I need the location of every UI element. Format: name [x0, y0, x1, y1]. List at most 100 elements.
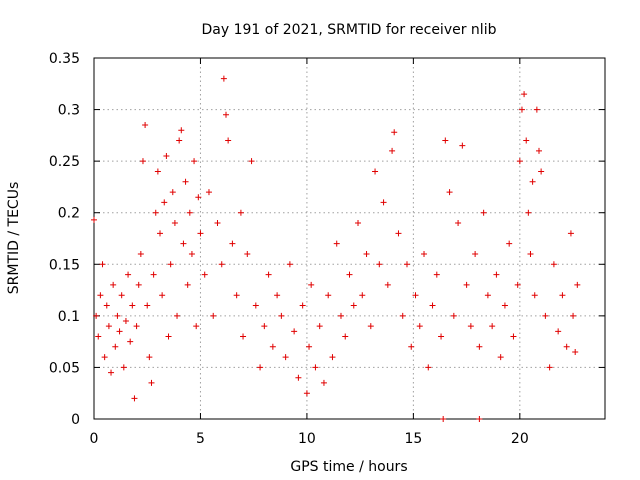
data-point — [389, 147, 396, 154]
data-point — [546, 364, 553, 371]
data-point — [103, 302, 110, 309]
data-point — [367, 323, 374, 330]
data-point — [538, 168, 545, 175]
data-point — [399, 312, 406, 319]
data-point — [131, 395, 138, 402]
x-tick-label: 15 — [404, 431, 422, 447]
data-point — [269, 343, 276, 350]
data-point — [574, 281, 581, 288]
data-point — [459, 142, 466, 149]
data-point — [433, 271, 440, 278]
data-point — [220, 75, 227, 82]
data-point — [91, 216, 97, 223]
data-point — [531, 292, 538, 299]
data-point — [167, 261, 174, 268]
x-tick-label: 10 — [298, 431, 316, 447]
data-point — [506, 240, 513, 247]
data-point — [572, 348, 579, 355]
data-point — [325, 292, 332, 299]
x-tick-label: 20 — [511, 431, 529, 447]
plot-frame — [93, 57, 606, 420]
data-point — [416, 323, 423, 330]
data-point — [120, 364, 127, 371]
data-point — [165, 333, 172, 340]
data-point — [467, 323, 474, 330]
data-point — [376, 261, 383, 268]
data-point — [355, 220, 362, 227]
data-point — [148, 379, 155, 386]
data-point — [493, 271, 500, 278]
data-point — [350, 302, 357, 309]
data-point — [144, 302, 151, 309]
y-tick-label: 0 — [71, 412, 80, 428]
data-point — [274, 292, 281, 299]
data-point — [122, 318, 129, 325]
data-point — [337, 312, 344, 319]
data-point — [197, 230, 204, 237]
data-point — [146, 354, 153, 361]
data-point — [476, 416, 483, 422]
data-point — [182, 178, 189, 185]
data-point — [533, 106, 540, 113]
y-tick-label: 0.15 — [49, 257, 80, 273]
data-point — [316, 323, 323, 330]
data-point — [535, 147, 542, 154]
data-point — [99, 261, 106, 268]
data-point — [137, 250, 144, 257]
data-point — [108, 369, 115, 376]
data-point — [150, 271, 157, 278]
data-point — [257, 364, 264, 371]
data-point — [174, 312, 181, 319]
data-point — [127, 338, 134, 345]
data-point — [403, 261, 410, 268]
data-point — [312, 364, 319, 371]
data-point — [240, 333, 247, 340]
y-tick-label: 0.3 — [58, 103, 80, 119]
data-point — [527, 250, 534, 257]
y-tick-label: 0.1 — [58, 309, 80, 325]
data-point — [225, 137, 232, 144]
data-point — [518, 106, 525, 113]
data-point — [342, 333, 349, 340]
data-point — [412, 292, 419, 299]
data-point — [233, 292, 240, 299]
y-tick-label: 0.25 — [49, 154, 80, 170]
data-point — [421, 250, 428, 257]
data-point — [169, 189, 176, 196]
data-point — [450, 312, 457, 319]
data-point — [320, 379, 327, 386]
data-point — [163, 152, 170, 159]
data-point — [193, 323, 200, 330]
data-point — [125, 271, 132, 278]
data-point — [118, 292, 125, 299]
data-point — [333, 240, 340, 247]
y-axis-label: SRMTID / TECUs — [6, 182, 22, 295]
data-point — [142, 122, 149, 129]
data-point — [442, 137, 449, 144]
chart-title: Day 191 of 2021, SRMTID for receiver nli… — [202, 22, 497, 38]
data-point — [154, 168, 161, 175]
data-point — [550, 261, 557, 268]
data-point — [363, 250, 370, 257]
data-point — [489, 323, 496, 330]
data-point — [114, 312, 121, 319]
data-point — [244, 250, 251, 257]
data-point — [93, 312, 100, 319]
data-point — [188, 250, 195, 257]
data-point — [95, 333, 102, 340]
data-point — [237, 209, 244, 216]
grid-lines — [94, 58, 605, 419]
data-points — [91, 75, 581, 422]
data-point — [248, 158, 255, 165]
data-point — [429, 302, 436, 309]
data-point — [110, 281, 117, 288]
data-point — [514, 281, 521, 288]
data-point — [205, 189, 212, 196]
data-point — [178, 127, 185, 134]
data-point — [563, 343, 570, 350]
data-point — [525, 209, 532, 216]
data-point — [261, 323, 268, 330]
y-tick-label: 0.2 — [58, 206, 80, 222]
data-point — [463, 281, 470, 288]
